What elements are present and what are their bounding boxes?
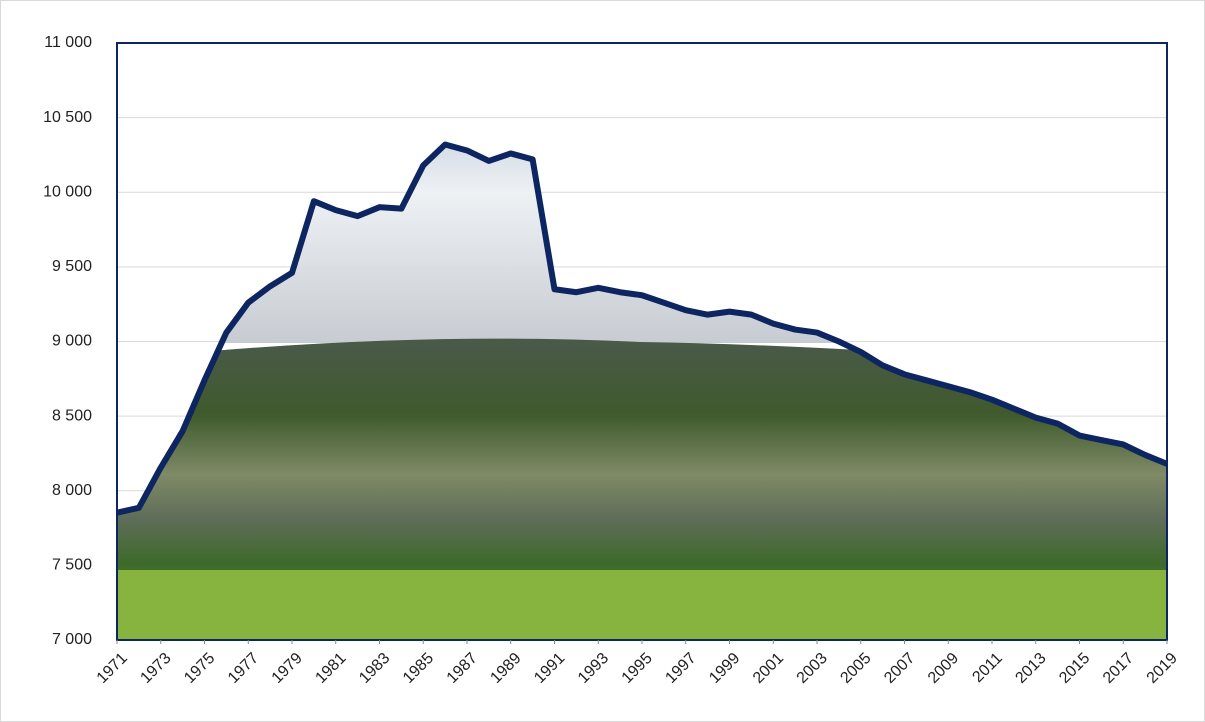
y-tick-label: 11 000 xyxy=(44,34,92,51)
x-tick-label: 2001 xyxy=(750,650,787,687)
y-tick-label: 7 000 xyxy=(52,631,92,648)
x-tick-label: 2017 xyxy=(1100,650,1137,687)
x-tick-label: 1979 xyxy=(269,650,306,687)
x-tick-label: 1997 xyxy=(662,650,699,687)
x-tick-label: 1989 xyxy=(487,650,524,687)
y-tick-label: 10 000 xyxy=(43,183,92,200)
x-tick-label: 2009 xyxy=(925,650,962,687)
y-tick-label: 8 500 xyxy=(52,407,92,424)
x-tick-label: 1991 xyxy=(531,650,568,687)
x-tick-label: 1987 xyxy=(444,650,481,687)
x-tick-label: 1983 xyxy=(356,650,393,687)
y-tick-label: 9 000 xyxy=(52,333,92,350)
x-tick-label: 2013 xyxy=(1012,650,1049,687)
x-tick-label: 1975 xyxy=(181,650,218,687)
x-tick-label: 1977 xyxy=(225,650,262,687)
x-tick-label: 2007 xyxy=(881,650,918,687)
x-tick-label: 1995 xyxy=(619,650,656,687)
x-tick-label: 2005 xyxy=(837,650,874,687)
x-tick-label: 2019 xyxy=(1144,650,1181,687)
x-tick-label: 1973 xyxy=(137,650,174,687)
y-tick-label: 9 500 xyxy=(52,258,92,275)
x-tick-label: 2011 xyxy=(969,650,1005,686)
x-tick-label: 2003 xyxy=(794,650,831,687)
y-tick-label: 8 000 xyxy=(52,482,92,499)
area-line xyxy=(116,141,1169,516)
x-tick-label: 1993 xyxy=(575,650,612,687)
y-tick-label: 7 500 xyxy=(52,557,92,574)
x-tick-label: 1985 xyxy=(400,650,437,687)
x-tick-label: 1999 xyxy=(706,650,743,687)
x-tick-label: 1981 xyxy=(312,650,349,687)
y-tick-label: 10 500 xyxy=(43,109,92,126)
x-tick-label: 2015 xyxy=(1056,650,1093,687)
x-tick-label: 1971 xyxy=(94,650,131,687)
